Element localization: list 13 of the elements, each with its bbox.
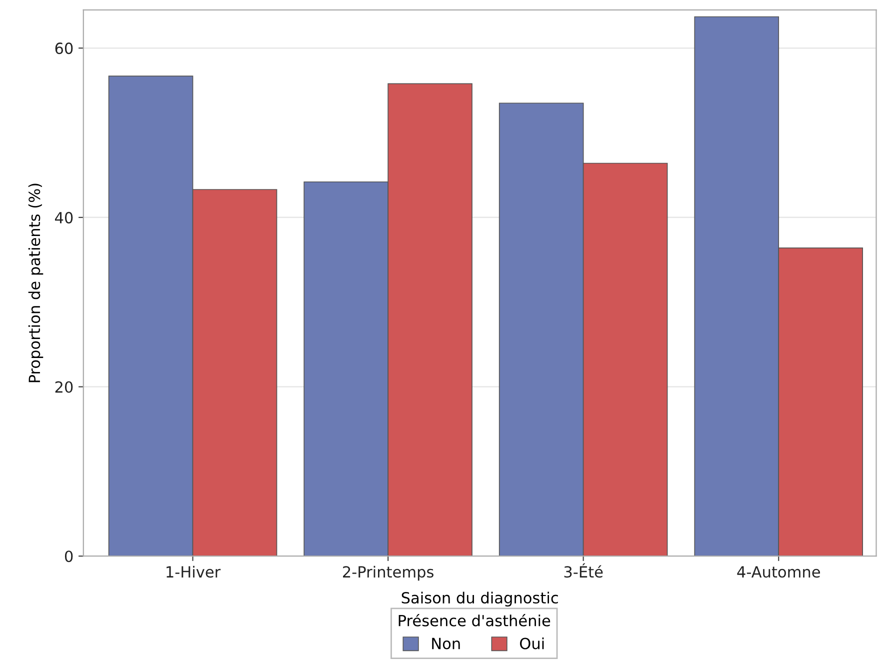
legend-title: Présence d'asthénie [398,614,550,626]
y-tick-label: 40 [54,212,73,224]
y-axis-title: Proportion de patients (%) [28,184,44,382]
y-tick-label: 60 [55,42,73,54]
x-axis-title: Saison du diagnostic [402,592,558,607]
x-tick-label: 1-Hiver [166,566,221,578]
legend-label: Oui [520,637,544,650]
x-tick-label: 2-Printemps [343,566,434,581]
y-tick-label: 0 [64,550,73,562]
x-tick-label: 3-Été [564,563,603,578]
x-tick-label: 4-Automne [737,566,820,578]
y-tick-label: 20 [55,381,73,393]
legend-label: Non [432,638,460,650]
